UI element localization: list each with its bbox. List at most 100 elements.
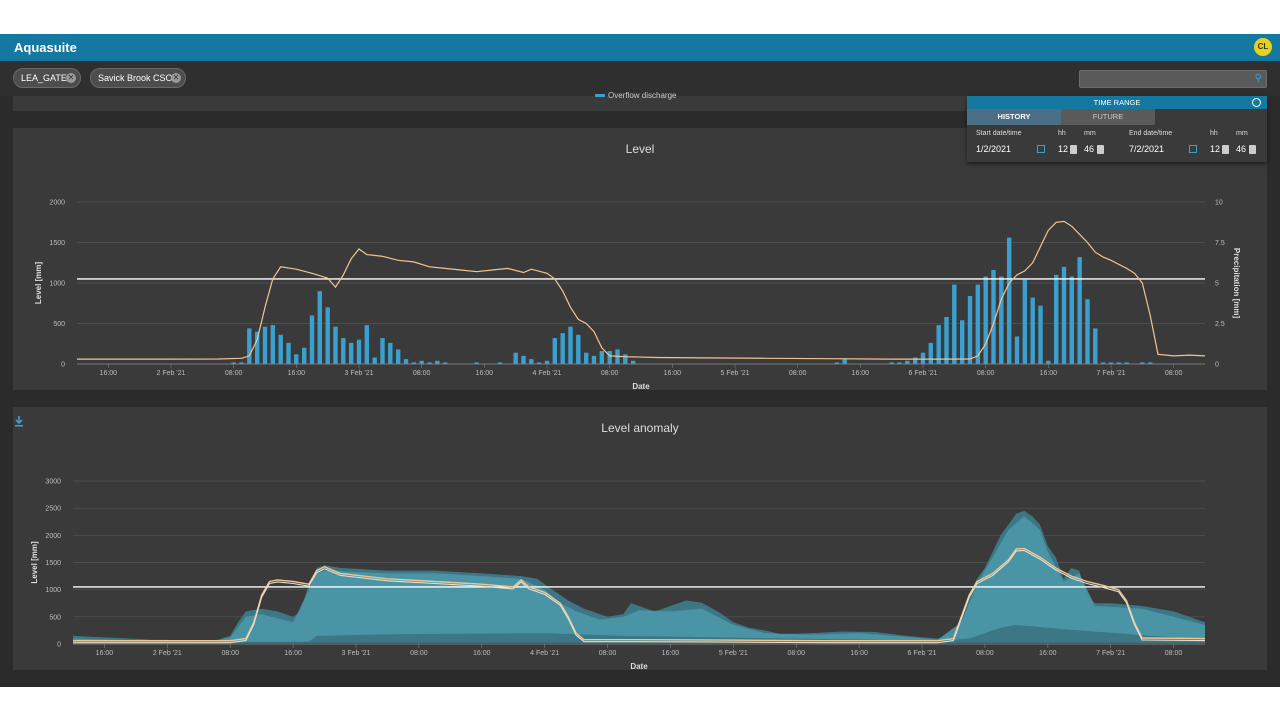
y-axis-title: Level [mm] (34, 262, 43, 305)
precipitation-bar (834, 362, 839, 364)
start-date-label: Start date/time (976, 130, 1022, 137)
x-tick-label: 16:00 (284, 650, 302, 657)
precipitation-bar (944, 317, 949, 364)
x-tick-label: 08:00 (1165, 650, 1183, 657)
end-date-field[interactable]: 7/2/2021 (1129, 144, 1165, 154)
end-minute-field[interactable]: 46 (1236, 144, 1247, 154)
time-range-title: TIME RANGE (1093, 98, 1141, 107)
y-tick-label: 1500 (45, 560, 61, 567)
precipitation-bar (599, 351, 604, 364)
x-tick-label: 16:00 (476, 370, 494, 377)
end-hour-stepper[interactable] (1222, 145, 1229, 154)
chart-title: Level (625, 142, 655, 156)
end-hour-field[interactable]: 12 (1210, 144, 1221, 154)
precipitation-bar (1077, 257, 1082, 364)
calendar-icon[interactable] (1037, 145, 1045, 153)
precipitation-bar (521, 355, 526, 364)
y-tick-label: 2000 (45, 533, 61, 540)
start-hour-field[interactable]: 12 (1058, 144, 1069, 154)
precipitation-bar (576, 334, 581, 364)
remove-filter-icon[interactable]: ✕ (171, 73, 181, 83)
precipitation-bar (403, 359, 409, 364)
x-tick-label: 16:00 (852, 370, 870, 377)
y-tick-label: 500 (53, 321, 65, 328)
precipitation-bar (270, 325, 275, 364)
end-mm-label: mm (1236, 130, 1248, 137)
tab-history[interactable]: HISTORY (967, 109, 1061, 125)
precipitation-bar (309, 315, 315, 364)
precipitation-bar (1116, 362, 1121, 364)
precipitation-bar (960, 320, 965, 364)
tab-future[interactable]: FUTURE (1061, 109, 1155, 125)
remove-filter-icon[interactable]: ✕ (66, 73, 76, 83)
precipitation-bar (341, 338, 346, 364)
precipitation-bar (302, 347, 307, 364)
filter-chip-lea-gate[interactable]: LEA_GATE ✕ (13, 68, 81, 88)
clock-icon[interactable] (1252, 98, 1261, 107)
precipitation-bar (1148, 362, 1153, 364)
x-tick-label: 08:00 (410, 650, 428, 657)
start-date-field[interactable]: 1/2/2021 (976, 144, 1012, 154)
y-tick-label: 500 (49, 614, 61, 621)
anomaly-band-inner (73, 516, 1205, 642)
precipitation-bar (286, 342, 291, 364)
user-avatar[interactable]: CL (1254, 38, 1272, 56)
x-tick-label: 08:00 (976, 650, 994, 657)
x-tick-label: 08:00 (789, 370, 807, 377)
search-icon[interactable]: ⚲ (1254, 73, 1262, 84)
precipitation-bar (1038, 305, 1043, 364)
precipitation-bar (631, 360, 636, 364)
precipitation-bar (396, 349, 401, 364)
x-tick-label: 16:00 (473, 650, 491, 657)
anomaly-chart[interactable]: 0 500 1000 1500 2000 2500 3000 16:00 2 Feb '21 08… (13, 407, 1267, 670)
precipitation-bar (967, 296, 973, 364)
x-tick-label: 3 Feb '21 (342, 650, 371, 657)
anomaly-chart-panel: Level anomaly 0 500 1000 1500 2000 2500 3000 16… (13, 407, 1267, 670)
start-minute-stepper[interactable] (1097, 145, 1104, 154)
precipitation-bar (936, 325, 941, 364)
precipitation-bar (1069, 276, 1074, 364)
x-tick-label: 16:00 (1039, 650, 1057, 657)
chart-title: Level anomaly (601, 421, 679, 435)
precipitation-bar (1046, 360, 1051, 364)
precipitation-bar (607, 351, 612, 364)
y-tick-label: 1500 (49, 240, 65, 247)
precipitation-bar (1054, 274, 1059, 364)
level-series-line (77, 220, 1206, 360)
start-minute-field[interactable]: 46 (1084, 144, 1095, 154)
x-tick-label: 16:00 (662, 650, 680, 657)
precipitation-bar (1014, 336, 1020, 364)
y2-tick-label: 10 (1215, 200, 1223, 207)
precipitation-bar (294, 354, 299, 364)
y-tick-label: 3000 (45, 479, 61, 486)
x-tick-label: 08:00 (977, 370, 995, 377)
overflow-legend: Overflow discharge (595, 91, 676, 100)
level-chart[interactable]: 0 500 1000 1500 2000 0 2.5 5 7.5 10 16:00 2 Feb '21… (13, 128, 1267, 391)
x-tick-label: 16:00 (664, 370, 682, 377)
precipitation-bar (842, 359, 847, 364)
y-axis-title: Level [mm] (30, 541, 39, 584)
search-input[interactable]: ⚲ (1079, 70, 1267, 88)
download-icon[interactable] (13, 415, 25, 427)
app-title[interactable]: Aquasuite (14, 40, 77, 55)
calendar-icon[interactable] (1189, 145, 1197, 153)
y2-tick-label: 5 (1215, 281, 1219, 288)
level-series-line (73, 547, 1206, 642)
precipitation-bar (1030, 297, 1035, 364)
filter-chip-savick-brook-cso[interactable]: Savick Brook CSO ✕ (90, 68, 186, 88)
precipitation-bar (419, 360, 424, 364)
precipitation-bar (388, 342, 393, 364)
y2-tick-label: 0 (1215, 362, 1219, 369)
filter-chip-label: LEA_GATE (21, 73, 67, 83)
precipitation-bar (897, 362, 902, 364)
precipitation-bar (380, 338, 385, 364)
precipitation-bar (247, 328, 252, 364)
precipitation-bar (920, 352, 926, 364)
y-tick-label: 0 (57, 642, 61, 649)
precipitation-bar (239, 362, 244, 364)
precipitation-bar (560, 333, 565, 364)
start-hour-stepper[interactable] (1070, 145, 1077, 154)
y2-tick-label: 2.5 (1215, 321, 1225, 328)
precipitation-bar (952, 284, 957, 364)
end-minute-stepper[interactable] (1249, 145, 1256, 154)
